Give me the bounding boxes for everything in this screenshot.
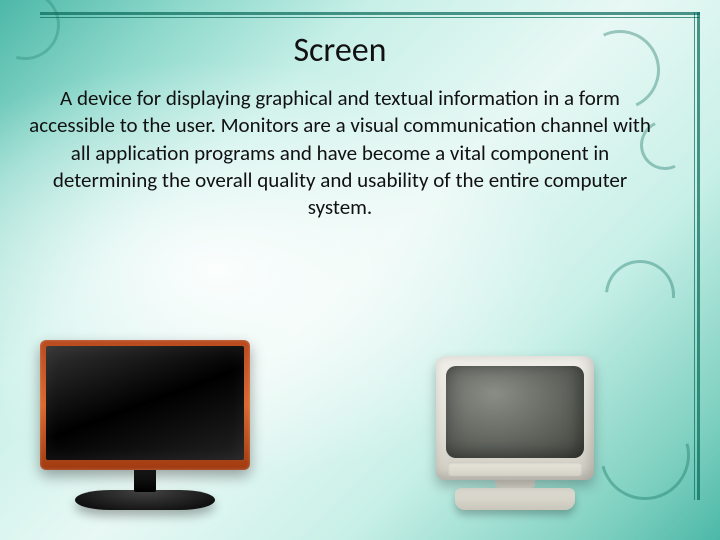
crt-panel (448, 462, 582, 476)
flourish-swirl (591, 246, 690, 345)
lcd-screen (46, 346, 244, 460)
lcd-monitor-illustration (40, 340, 250, 510)
image-row (40, 320, 600, 510)
frame-right (694, 12, 700, 500)
crt-body (436, 356, 594, 480)
crt-monitor-illustration (430, 350, 600, 510)
crt-base (455, 488, 575, 510)
slide-body: A device for displaying graphical and te… (20, 85, 660, 221)
slide-title: Screen (20, 30, 660, 71)
crt-screen (446, 366, 584, 458)
frame-top (40, 12, 700, 18)
lcd-base (75, 490, 215, 510)
slide-content: Screen A device for displaying graphical… (20, 30, 660, 221)
lcd-bezel (40, 340, 250, 470)
flourish-swirl (584, 394, 707, 517)
